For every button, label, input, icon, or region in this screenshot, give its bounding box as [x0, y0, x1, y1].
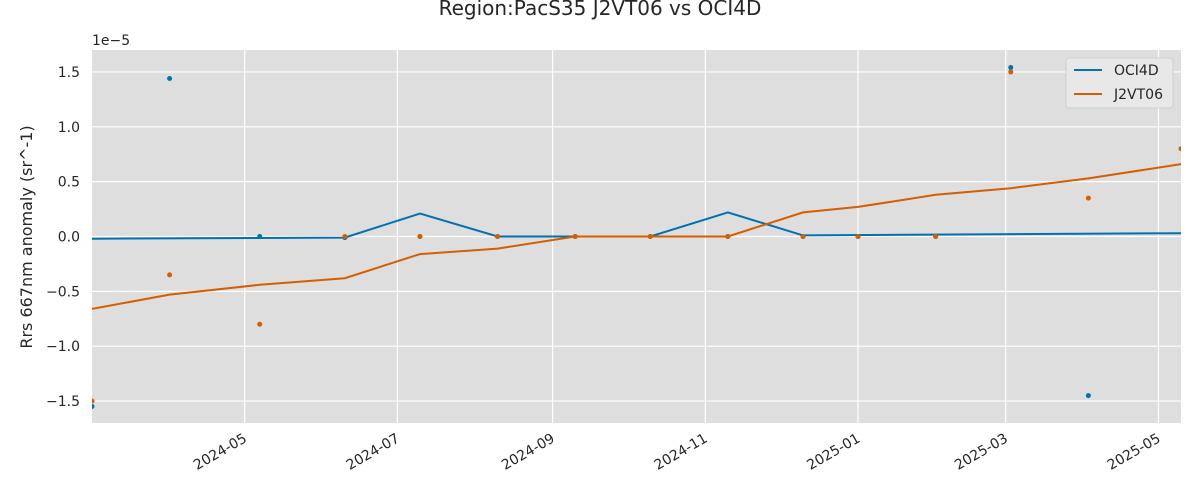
y-tick-label: 0.5	[58, 175, 80, 191]
x-tick-label: 2025-05	[1105, 431, 1164, 474]
data-point	[1008, 65, 1014, 71]
y-tick-label: −1.0	[46, 339, 80, 355]
x-tick-label: 2025-01	[804, 431, 863, 474]
data-point	[342, 234, 348, 239]
y-tick-label: 1.5	[58, 65, 80, 81]
legend-label: J2VT06	[1113, 87, 1163, 103]
x-tick-label: 2024-09	[499, 431, 558, 474]
x-tick-label: 2024-05	[191, 431, 250, 474]
y-offset-label: 1e−5	[92, 33, 130, 49]
chart-title: Region:PacS35 J2VT06 vs OCI4D	[439, 0, 762, 20]
y-tick-label: −0.5	[46, 284, 80, 300]
data-point	[167, 76, 173, 82]
data-point	[1085, 195, 1091, 201]
x-tick-label: 2024-07	[344, 431, 403, 474]
series-j2vt06	[92, 69, 1181, 404]
data-point	[800, 234, 806, 239]
data-point	[572, 234, 578, 239]
data-point	[92, 398, 95, 404]
series-clip	[92, 65, 1181, 410]
data-point	[257, 321, 263, 327]
x-tick-label: 2024-11	[652, 431, 711, 474]
y-tick-label: 1.0	[58, 120, 80, 136]
data-point	[1008, 69, 1014, 75]
legend-label: OCI4D	[1114, 63, 1159, 79]
data-point	[1085, 393, 1091, 399]
data-point	[855, 234, 861, 239]
data-point	[933, 234, 939, 239]
y-tick-label: 0.0	[58, 230, 80, 246]
legend: OCI4D J2VT06	[1065, 57, 1174, 109]
data-point	[495, 234, 501, 239]
x-tick-label: 2025-03	[952, 431, 1011, 474]
data-point	[417, 234, 423, 239]
data-point	[167, 272, 173, 278]
data-point	[92, 404, 95, 410]
y-axis-label: Rrs 667nm anomaly (sr^-1)	[17, 125, 36, 348]
data-point	[725, 234, 731, 239]
y-tick-label: −1.5	[46, 394, 80, 410]
data-point	[647, 234, 653, 239]
data-point	[257, 234, 263, 239]
data-point	[1178, 146, 1181, 152]
series-layer	[92, 65, 1181, 410]
